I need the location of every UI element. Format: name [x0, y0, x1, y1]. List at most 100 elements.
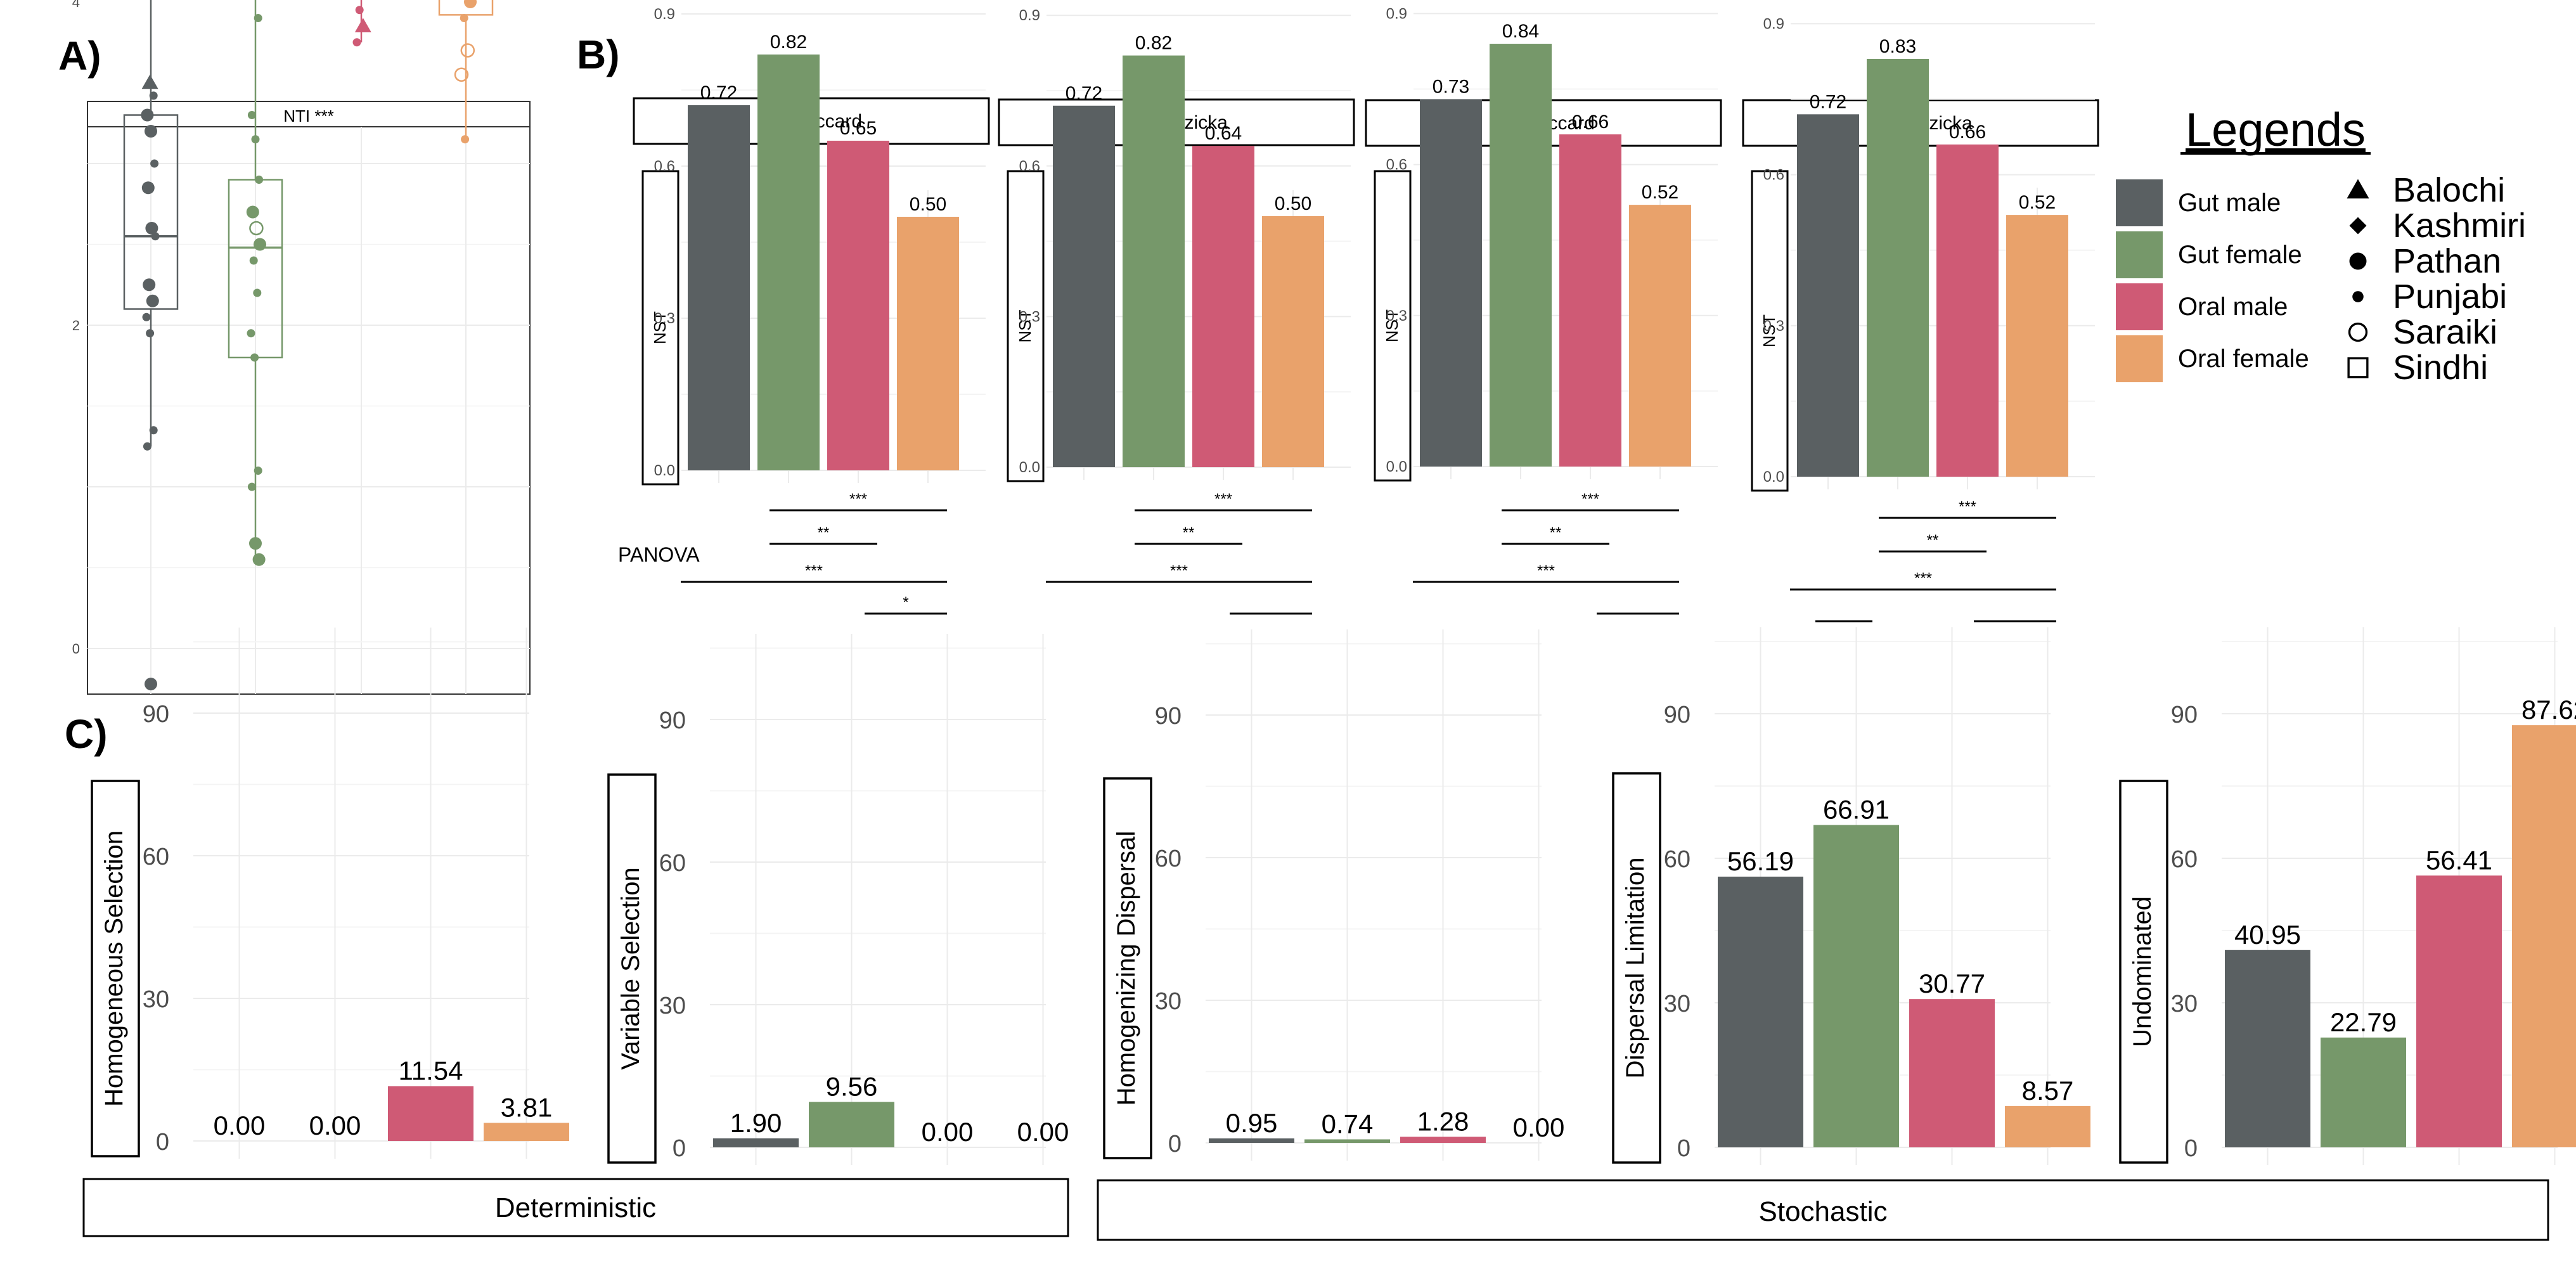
- box-point: [141, 74, 158, 89]
- process-facet: Dispersal Limitation 0 30 60 90 56.19 66.91 30.…: [1612, 627, 2090, 1165]
- process-facet: Variable Selection 0 30 60 90 1.90 9.56 0.00 0.0…: [607, 634, 1069, 1165]
- panova-significance-label: ***: [805, 562, 823, 579]
- legend-label: Punjabi: [2393, 278, 2507, 316]
- box-point: [249, 537, 262, 550]
- process-ytick-label: 0: [1677, 1135, 1690, 1162]
- deterministic-box: Deterministic: [82, 1178, 1069, 1237]
- process-bar-label: 0.00: [1017, 1117, 1069, 1147]
- legend-marker-circle-small-icon: [2352, 291, 2364, 302]
- nst-bar-label: 0.84: [1502, 21, 1539, 42]
- process-ytick-label: 30: [143, 986, 169, 1013]
- nst-bar-label: 0.50: [910, 194, 946, 215]
- nst-ytick-label: 0.9: [654, 6, 675, 23]
- nst-ytick-label: 0.3: [1763, 318, 1784, 335]
- nst-facet: PF; JaccardNST0.00.30.60.90.720.820.650.…: [633, 6, 990, 615]
- box-point: [460, 14, 468, 22]
- panel-b-label: B): [577, 32, 620, 77]
- nst-bar-label: 0.72: [700, 82, 737, 103]
- nst-bar-label: 0.82: [770, 32, 807, 53]
- legend: Gut male Gut female Oral male Oral female Ba…: [2116, 171, 2526, 387]
- process-bar: [2005, 1105, 2090, 1147]
- panel-a-ytick-label: 4: [72, 0, 80, 10]
- legend-label: Oral male: [2178, 293, 2288, 321]
- box-point: [352, 38, 361, 47]
- box-point: [454, 67, 469, 82]
- nst-bar-label: 0.52: [1642, 182, 1678, 203]
- process-bar-label: 22.79: [2330, 1007, 2397, 1037]
- ylabel-box: [2119, 780, 2168, 1164]
- process-bar-label: 40.95: [2234, 920, 2301, 950]
- process-bar: [2512, 725, 2576, 1147]
- nst-bar: [1262, 216, 1324, 467]
- panova-significance-label: ***: [1214, 491, 1232, 508]
- box-point: [151, 232, 160, 241]
- box-point: [247, 111, 256, 119]
- box-point: [141, 108, 154, 122]
- nst-bar-label: 0.82: [1135, 33, 1172, 54]
- nst-bar-label: 0.66: [1949, 122, 1986, 143]
- nst-bar: [2006, 215, 2068, 477]
- process-ylabel: Undominated: [2128, 896, 2156, 1047]
- legend-label: Kashmiri: [2393, 207, 2526, 245]
- process-bar-label: 56.41: [2426, 845, 2492, 875]
- legend-marker-diamond-icon: [2349, 217, 2367, 235]
- nst-facet: PP; JaccardNST0.00.30.60.90.730.840.660.…: [1365, 5, 1722, 615]
- box-point: [250, 353, 259, 362]
- nst-bar-label: 0.66: [1572, 112, 1609, 132]
- process-bar: [2416, 875, 2502, 1147]
- panel-a-ytick-label: 0: [72, 641, 80, 657]
- process-bar-label: 56.19: [1727, 846, 1794, 876]
- nst-ytick-label: 0.3: [654, 310, 675, 327]
- nst-ytick-label: 0.0: [1386, 458, 1407, 475]
- deterministic-label: Deterministic: [495, 1192, 656, 1223]
- nst-bar-label: 0.65: [840, 118, 877, 139]
- legend-item-ethnicity: Kashmiri: [2349, 207, 2526, 245]
- box-point: [246, 205, 259, 219]
- ylabel-nst: NST: [1760, 314, 1779, 347]
- legend-item-ethnicity: Sindhi: [2347, 349, 2488, 387]
- process-bar: [388, 1086, 473, 1141]
- process-bar-label: 30.77: [1919, 969, 1985, 998]
- nst-bar: [1559, 134, 1621, 467]
- nst-ytick-label: 0.6: [654, 158, 675, 175]
- process-ytick-label: 30: [659, 993, 686, 1019]
- process-ytick-label: 30: [2171, 991, 2198, 1017]
- process-bar: [1400, 1137, 1486, 1143]
- legend-item-group: Gut male: [2116, 179, 2281, 226]
- legend-label: Oral female: [2178, 345, 2309, 373]
- process-ytick-label: 60: [659, 850, 686, 877]
- box-group: [123, 0, 179, 691]
- process-ytick-label: 90: [2171, 702, 2198, 728]
- legend-swatch: [2116, 179, 2163, 226]
- box-point: [460, 43, 475, 58]
- nst-bar-label: 0.72: [1810, 91, 1846, 112]
- box-point: [254, 467, 262, 475]
- nst-ytick-label: 0.6: [1019, 158, 1040, 175]
- process-bar: [1718, 876, 1803, 1147]
- legend-marker-triangle-icon: [2347, 179, 2369, 199]
- box-point: [142, 313, 151, 321]
- nst-bar: [1936, 144, 1999, 477]
- process-bar: [809, 1102, 894, 1147]
- ylabel-box: [1751, 170, 1789, 492]
- process-bar-label: 0.00: [214, 1111, 266, 1140]
- legend-item-ethnicity: Balochi: [2347, 171, 2505, 209]
- box-point: [249, 256, 258, 265]
- process-ytick-label: 0: [2184, 1135, 2198, 1162]
- panel-a-title: NTI ***: [283, 106, 333, 126]
- legend-item-ethnicity: Saraiki: [2348, 313, 2497, 351]
- nst-ytick-label: 0.6: [1386, 157, 1407, 174]
- process-ylabel: Dispersal Limitation: [1621, 857, 1649, 1078]
- panel-a-ytick-label: 2: [72, 318, 80, 333]
- box-point: [254, 14, 262, 22]
- box-point: [249, 221, 264, 236]
- box-point: [254, 238, 266, 251]
- nst-ytick-label: 0.9: [1763, 15, 1784, 32]
- process-bar-label: 0.00: [309, 1111, 361, 1140]
- legend-item-ethnicity: Punjabi: [2352, 278, 2507, 316]
- nst-bar-label: 0.83: [1879, 36, 1916, 57]
- process-bar-label: 9.56: [826, 1071, 878, 1101]
- box-point: [354, 18, 371, 32]
- panova-significance-label: **: [1550, 524, 1562, 541]
- process-ytick-label: 90: [143, 701, 169, 728]
